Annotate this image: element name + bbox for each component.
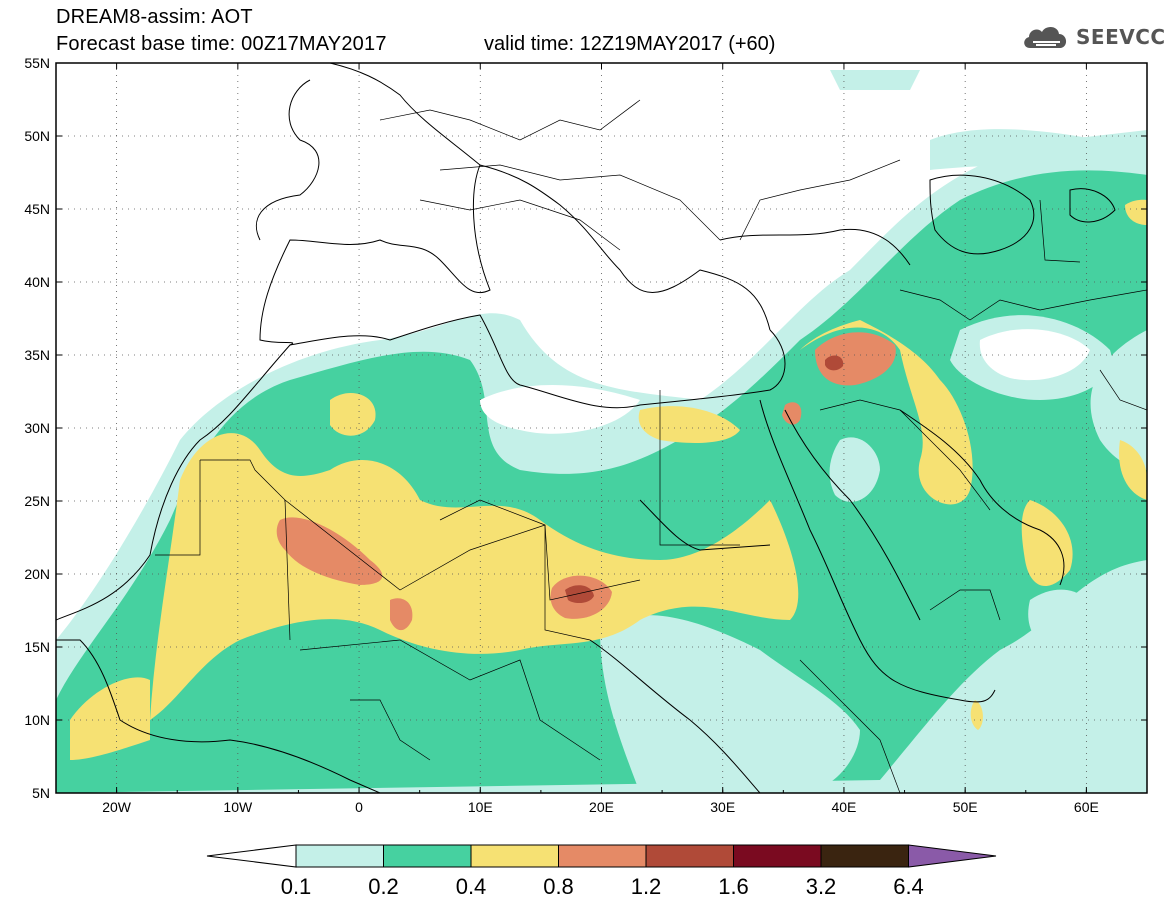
logo-text: SEEVCCC xyxy=(1076,25,1165,49)
colorbar-bin xyxy=(383,844,472,868)
colorbar-bin xyxy=(733,844,822,868)
colorbar-label: 0.2 xyxy=(368,874,399,899)
aot-level-0-4 xyxy=(70,199,1147,760)
lat-label: 30N xyxy=(24,420,50,436)
colorbar-label: 3.2 xyxy=(806,874,837,899)
colorbar-label: 6.4 xyxy=(893,874,924,899)
lon-label: 0 xyxy=(355,799,363,815)
colorbar-bin xyxy=(295,844,384,868)
cloud-icon xyxy=(1024,26,1067,48)
aot-shading xyxy=(56,63,1147,793)
longitude-labels: 20W 10W 0 10E 20E 30E 40E 50E 60E xyxy=(102,799,1099,815)
axis-ticks xyxy=(55,62,1148,794)
chart-title: DREAM8-assim: AOT xyxy=(56,6,253,28)
colorbar-bin xyxy=(645,844,734,868)
lat-label: 35N xyxy=(24,347,50,363)
lon-label: 50E xyxy=(953,799,978,815)
colorbar-bin xyxy=(558,844,647,868)
lon-label: 20E xyxy=(589,799,614,815)
lat-label: 50N xyxy=(24,128,50,144)
colorbar-label: 1.2 xyxy=(631,874,662,899)
colorbar-labels: 0.1 0.2 0.4 0.8 1.2 1.6 3.2 6.4 xyxy=(281,874,924,899)
latitude-labels: 55N 50N 45N 40N 35N 30N 25N 20N 15N 10N 5N xyxy=(24,55,50,801)
colorbar-over-triangle xyxy=(908,844,997,868)
aot-level-0-2 xyxy=(56,170,1147,793)
seevccc-logo: SEEVCCC xyxy=(1020,22,1165,52)
lat-label: 5N xyxy=(32,785,50,801)
colorbar-label: 0.8 xyxy=(543,874,574,899)
lon-label: 20W xyxy=(102,799,132,815)
colorbar-label: 1.6 xyxy=(718,874,749,899)
colorbar-bin xyxy=(820,844,909,868)
lon-label: 60E xyxy=(1074,799,1099,815)
lat-label: 25N xyxy=(24,493,50,509)
lat-label: 20N xyxy=(24,566,50,582)
aot-level-1-2 xyxy=(565,355,844,604)
lat-label: 55N xyxy=(24,55,50,71)
borders xyxy=(155,99,1147,793)
lon-label: 40E xyxy=(831,799,856,815)
lon-label: 10E xyxy=(468,799,493,815)
colorbar-bin xyxy=(470,844,559,868)
lon-label: 30E xyxy=(710,799,735,815)
lat-label: 45N xyxy=(24,201,50,217)
lat-label: 10N xyxy=(24,712,50,728)
lat-label: 40N xyxy=(24,274,50,290)
forecast-base-time: Forecast base time: 00Z17MAY2017 xyxy=(56,33,387,55)
valid-time: valid time: 12Z19MAY2017 (+60) xyxy=(484,33,776,55)
colorbar-label: 0.1 xyxy=(281,874,312,899)
lat-label: 15N xyxy=(24,639,50,655)
colorbar-under-triangle xyxy=(206,844,297,868)
colorbar xyxy=(206,844,997,868)
lon-label: 10W xyxy=(223,799,253,815)
coastlines xyxy=(56,63,1116,793)
colorbar-label: 0.4 xyxy=(456,874,487,899)
